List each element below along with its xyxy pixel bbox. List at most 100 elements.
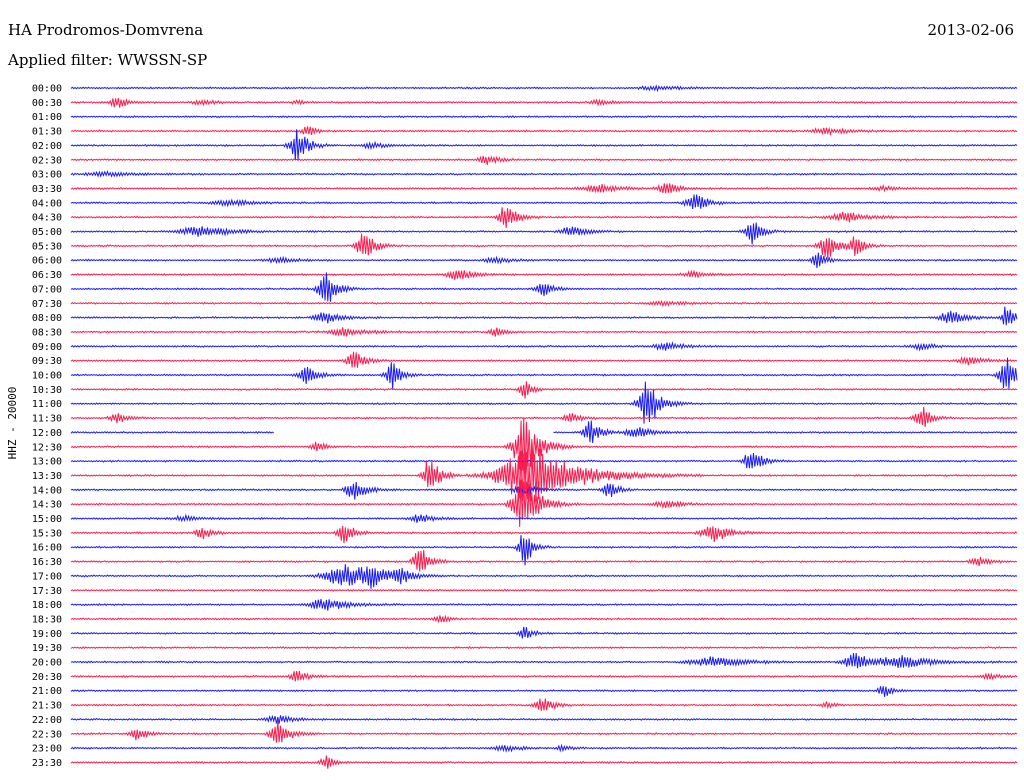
trace-line [70,670,1018,682]
row-time-label: 01:30 [32,127,62,138]
trace-line [70,513,1018,523]
trace-line [70,698,1018,711]
trace-line [70,720,1018,743]
row-time-label: 20:30 [32,672,62,683]
row-time-label: 08:00 [32,313,62,324]
trace-line [70,420,1018,444]
row-time-label: 12:00 [32,428,62,439]
row-time-label: 02:30 [32,155,62,166]
trace-line [70,653,1018,669]
trace-line [70,222,1018,245]
trace-line [70,357,1018,389]
channel-label: HHZ - 20000 [6,387,19,460]
trace-line [70,207,1018,228]
trace-line [70,306,1018,326]
trace-line [70,351,1018,368]
trace-line [70,714,1018,724]
row-time-label: 19:00 [32,629,62,640]
trace-line [70,525,1018,544]
row-time-label: 23:30 [32,758,62,769]
row-time-label: 22:00 [32,715,62,726]
trace-line [70,479,1018,528]
trace-line [70,549,1018,572]
row-time-label: 21:30 [32,701,62,712]
trace-line [70,84,1018,93]
trace-line [70,194,1018,210]
trace-line [70,381,1018,424]
date-label: 2013-02-06 [927,21,1014,39]
row-time-label: 14:00 [32,485,62,496]
trace-line [70,299,1018,308]
trace-line [70,115,1018,119]
row-time-label: 15:30 [32,528,62,539]
trace-line [70,327,1018,337]
row-time-label: 02:00 [32,141,62,152]
trace-line [70,269,1018,280]
row-time-label: 09:30 [32,356,62,367]
row-time-label: 07:00 [32,284,62,295]
trace-line [70,170,1018,178]
row-time-label: 00:30 [32,98,62,109]
row-time-label: 09:00 [32,342,62,353]
trace-line [70,418,1018,474]
trace-line [70,535,1018,566]
trace-line [70,381,1018,399]
row-time-label: 00:00 [32,84,62,95]
trace-line [70,183,1018,194]
row-time-label: 15:00 [32,514,62,525]
row-time-label: 04:00 [32,198,62,209]
row-time-label: 11:30 [32,414,62,425]
station-title: HA Prodromos-Domvrena [8,21,204,39]
row-time-label: 22:30 [32,729,62,740]
row-time-label: 13:30 [32,471,62,482]
trace-line [70,233,1018,259]
row-time-label: 18:30 [32,614,62,625]
row-time-label: 05:00 [32,227,62,238]
trace-line [70,686,1018,697]
row-time-label: 17:30 [32,586,62,597]
trace-line [70,155,1018,166]
trace-line [70,588,1018,592]
trace-line [70,446,1018,502]
row-time-label: 16:30 [32,557,62,568]
row-time-label: 11:00 [32,399,62,410]
trace-line [70,406,1018,428]
trace-line [70,626,1018,639]
row-time-label: 14:30 [32,500,62,511]
trace-line [70,598,1018,611]
filter-label: Applied filter: WWSSN-SP [8,51,208,69]
trace-line [70,645,1018,650]
trace-rows: 00:00 00:30 01:00 01:30 02:00 02:30 03:00 03:30… [32,84,1018,769]
row-time-label: 20:00 [32,658,62,669]
row-time-label: 21:00 [32,686,62,697]
trace-line [70,97,1018,108]
row-time-label: 16:00 [32,543,62,554]
trace-line [70,272,1018,302]
row-time-label: 13:00 [32,457,62,468]
row-time-label: 10:30 [32,385,62,396]
row-time-label: 03:30 [32,184,62,195]
trace-line [70,564,1018,589]
row-time-label: 01:00 [32,112,62,123]
trace-line [70,129,1018,160]
row-time-label: 06:30 [32,270,62,281]
row-time-label: 08:30 [32,327,62,338]
trace-line [70,614,1018,623]
trace-line [70,252,1018,269]
trace-line [70,126,1018,137]
row-time-label: 07:30 [32,299,62,310]
row-time-label: 18:00 [32,600,62,611]
row-time-label: 12:30 [32,442,62,453]
row-time-label: 03:00 [32,170,62,181]
row-time-label: 06:00 [32,256,62,267]
trace-line [70,482,1018,500]
row-time-label: 17:00 [32,571,62,582]
row-time-label: 10:00 [32,371,62,382]
row-time-label: 23:00 [32,744,62,755]
trace-line [70,743,1018,754]
trace-line [70,755,1018,769]
row-time-label: 04:30 [32,213,62,224]
row-time-label: 19:30 [32,643,62,654]
